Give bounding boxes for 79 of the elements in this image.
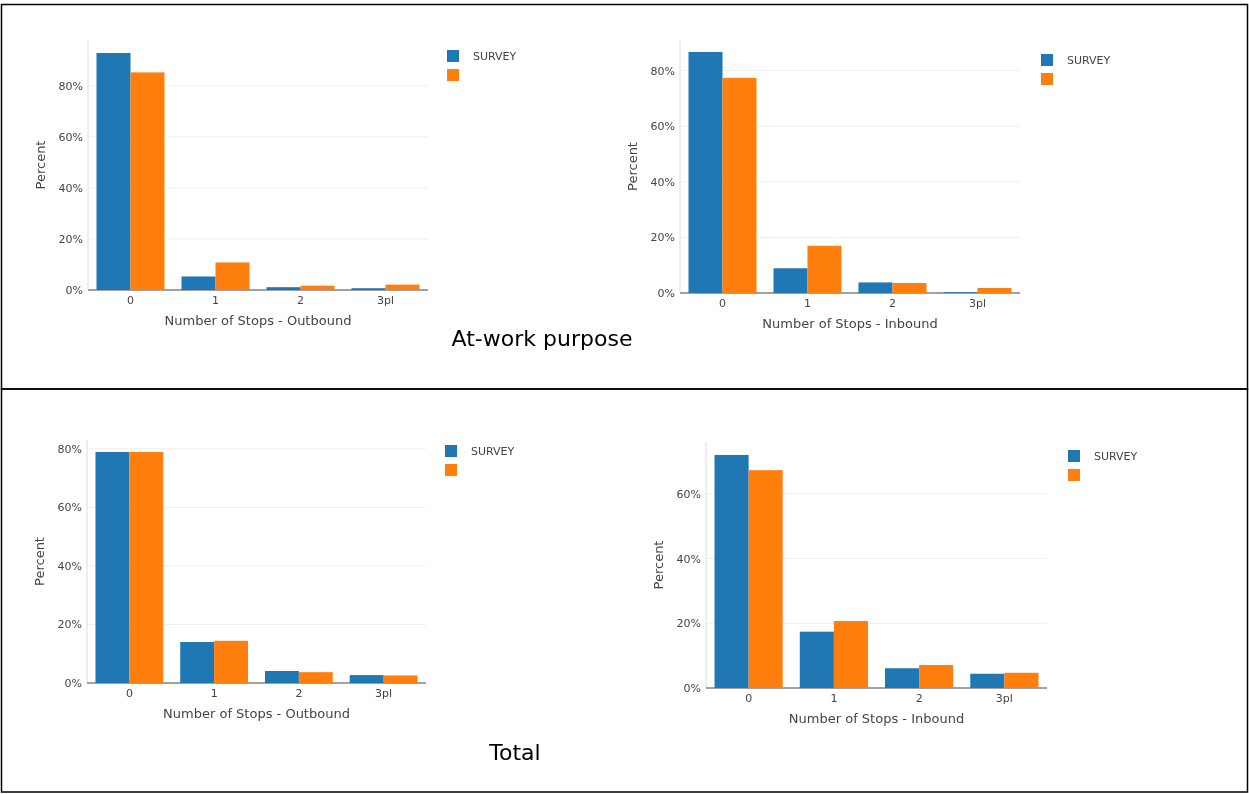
bar [748,470,783,688]
y-tick-label: 60% [676,487,701,501]
x-tick-label: 0 [745,691,753,705]
y-axis-title: Percent [625,142,640,191]
bar [714,454,749,688]
x-tick-label: 3pl [968,296,987,310]
bar [300,285,335,290]
x-tick-label: 3pl [376,293,395,307]
bar [215,262,250,290]
x-axis-title: Number of Stops - Outbound [163,706,350,721]
bar [892,282,927,293]
legend-label: SURVEY [1067,54,1111,67]
bar [970,673,1005,688]
y-tick-label: 60% [57,501,82,515]
y-axis-title: Percent [651,540,666,590]
y-tick-label: 0% [64,677,82,691]
x-tick-label: 2 [295,686,303,700]
y-tick-label: 0% [65,284,83,298]
x-tick-label: 2 [297,293,304,307]
y-tick-label: 40% [650,175,675,189]
y-tick-label: 80% [650,64,675,78]
y-tick-label: 80% [58,79,83,93]
legend-label: SURVEY [1094,450,1138,463]
x-tick-label: 1 [830,691,838,705]
y-axis-title: Percent [32,537,47,586]
x-tick-label: 3pl [375,686,393,700]
x-tick-label: 3pl [995,691,1013,705]
y-tick-label: 40% [57,559,82,573]
x-axis-title: Number of Stops - Inbound [788,711,965,726]
y-tick-label: 40% [676,552,701,566]
bar [885,668,920,688]
bar [858,282,893,293]
x-tick-label: 1 [212,293,219,307]
bar [180,642,215,683]
y-tick-label: 20% [650,231,675,245]
y-tick-label: 20% [57,618,82,632]
x-axis-title: Number of Stops - Inbound [762,316,938,331]
bar [264,671,299,683]
x-axis-title: Number of Stops - Outbound [164,313,352,328]
y-tick-label: 60% [650,120,675,134]
bar [385,284,420,290]
x-tick-label: 1 [210,686,218,700]
bar [688,51,723,293]
bar [130,72,165,290]
y-tick-label: 0% [683,682,701,696]
text: Total [488,740,541,765]
y-tick-label: 60% [58,130,83,144]
bar [799,631,834,688]
bar [807,245,842,293]
legend-label: SURVEY [473,50,517,63]
y-axis-title: Percent [33,140,48,190]
x-tick-label: 0 [125,686,133,700]
bar [266,287,301,290]
bar [181,276,216,290]
bar [214,640,249,683]
bar [833,621,868,688]
bar [1004,672,1039,688]
bar [722,77,757,293]
bar [977,288,1012,293]
x-tick-label: 0 [719,296,726,310]
bar [95,452,130,683]
bar [298,672,333,683]
y-tick-label: 20% [676,617,701,631]
y-tick-label: 40% [58,181,83,195]
bar [96,53,131,290]
y-tick-label: 80% [57,442,82,456]
x-tick-label: 0 [127,293,134,307]
bar [919,665,954,688]
x-tick-label: 1 [804,296,811,310]
legend-label: SURVEY [471,445,515,458]
x-tick-label: 2 [915,691,923,705]
y-tick-label: 0% [657,287,675,301]
bar [129,452,164,683]
bar [383,675,418,683]
x-tick-label: 2 [889,296,896,310]
text: At-work purpose [451,326,633,351]
bar [349,675,384,683]
bar [773,268,808,293]
y-tick-label: 20% [58,233,83,246]
